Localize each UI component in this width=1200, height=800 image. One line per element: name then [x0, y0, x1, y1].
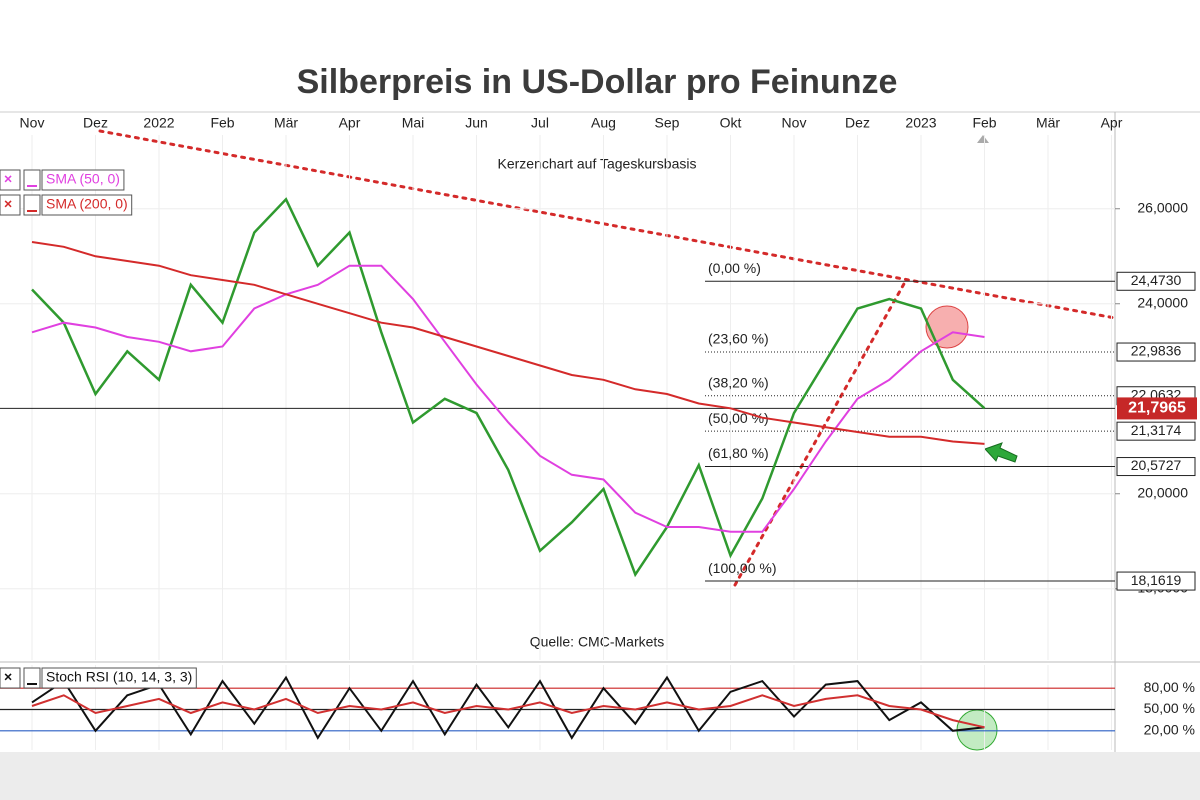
arrow	[984, 442, 1018, 463]
legend-icon: ×	[4, 669, 12, 685]
annotations	[0, 129, 1117, 751]
footer-band	[0, 752, 1200, 800]
x-tick-label: Jul	[531, 115, 549, 131]
y-tick-label: 24,0000	[1137, 294, 1188, 310]
legend-text-box	[41, 169, 125, 191]
fib-price-label: 22,9836	[1131, 343, 1182, 359]
price-label-box	[1116, 421, 1196, 441]
series-line	[31, 264, 985, 533]
x-tick-label: Apr	[1101, 115, 1123, 131]
fib-label: (100,00 %)	[708, 560, 776, 576]
x-tick-label: Sep	[655, 115, 680, 131]
source-note: Quelle: CMC-Markets	[530, 634, 665, 650]
y-tick-label: 80,00 %	[1144, 679, 1195, 695]
fib-label: (38,20 %)	[708, 374, 769, 390]
y-tick-label: 50,00 %	[1144, 700, 1195, 716]
legend-label: SMA (200, 0)	[46, 196, 128, 212]
fib-label: (23,60 %)	[708, 331, 769, 347]
last-price-box	[1117, 397, 1197, 420]
chart-subtitle: Kerzenchart auf Tageskursbasis	[498, 156, 697, 172]
y-tick-label: 20,0000	[1137, 484, 1188, 500]
x-tick-label: Nov	[782, 115, 807, 131]
legend-box	[0, 169, 21, 191]
x-tick-label: Dez	[83, 115, 108, 131]
x-tick-label: 2023	[905, 115, 936, 131]
price-label-box	[1116, 457, 1196, 477]
fib-label: (50,00 %)	[708, 410, 769, 426]
x-tick-label: 2022	[143, 115, 174, 131]
x-tick-label: Nov	[20, 115, 45, 131]
marker	[977, 135, 989, 143]
last-price-label: 21,7965	[1128, 400, 1186, 417]
y-tick-label: 20,00 %	[1144, 722, 1195, 738]
legend-text-box	[41, 667, 197, 689]
series-line	[31, 675, 985, 740]
legend-label: Stoch RSI (10, 14, 3, 3)	[46, 669, 192, 685]
x-tick-label: Dez	[845, 115, 870, 131]
fib-price-label: 21,3174	[1131, 422, 1182, 438]
legend-label: SMA (50, 0)	[46, 171, 120, 187]
legend-text-box	[41, 194, 133, 216]
price-label-box	[1116, 342, 1196, 362]
y-tick-label: 26,0000	[1137, 199, 1188, 215]
legend-icon: ×	[4, 171, 12, 187]
fib-price-label: 20,5727	[1131, 457, 1182, 473]
x-tick-label: Apr	[339, 115, 361, 131]
series-line	[31, 197, 986, 578]
x-tick-label: Jun	[465, 115, 488, 131]
x-tick-label: Okt	[720, 115, 742, 131]
x-tick-label: Mär	[1036, 115, 1060, 131]
fib-price-label: 18,1619	[1131, 572, 1182, 588]
fib-price-label: 24,4730	[1131, 272, 1182, 288]
chart-title: Silberpreis in US-Dollar pro Feinunze	[297, 63, 898, 101]
x-tick-label: Feb	[972, 115, 996, 131]
series-line	[31, 694, 985, 729]
highlight-circle	[925, 305, 969, 349]
resistance-trendline	[98, 129, 1117, 320]
price-label-box	[1116, 571, 1196, 591]
uptrend-line	[733, 280, 907, 587]
legend-box	[0, 667, 21, 689]
fib-label: (0,00 %)	[708, 260, 761, 276]
x-tick-label: Feb	[210, 115, 234, 131]
fib-label: (61,80 %)	[708, 445, 769, 461]
series-line	[31, 241, 985, 445]
x-tick-label: Mai	[402, 115, 425, 131]
x-tick-label: Aug	[591, 115, 616, 131]
price-label-box	[1116, 271, 1196, 291]
legend-box	[0, 194, 21, 216]
x-tick-label: Mär	[274, 115, 298, 131]
legend-icon: ×	[4, 196, 12, 212]
